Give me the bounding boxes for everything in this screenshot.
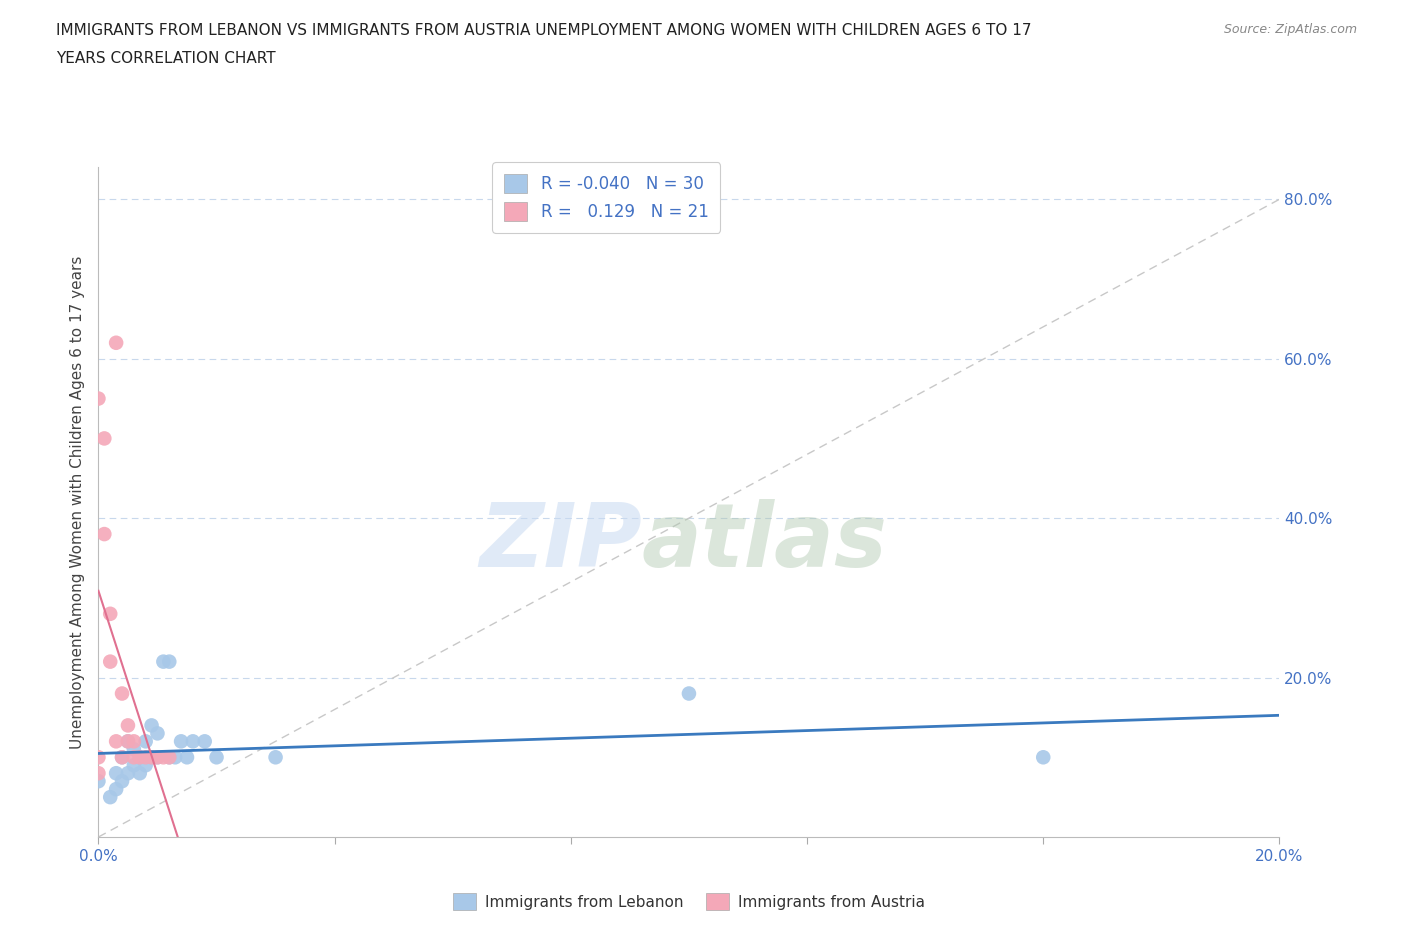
Point — [98, 606, 121, 621]
Point — [146, 750, 169, 764]
Point — [135, 758, 157, 773]
Point — [135, 750, 157, 764]
Legend: Immigrants from Lebanon, Immigrants from Austria: Immigrants from Lebanon, Immigrants from… — [447, 886, 931, 916]
Point — [146, 726, 169, 741]
Point — [157, 750, 180, 764]
Point — [105, 765, 128, 780]
Point — [105, 734, 128, 749]
Point — [152, 654, 174, 669]
Point — [128, 765, 150, 780]
Text: Source: ZipAtlas.com: Source: ZipAtlas.com — [1223, 23, 1357, 36]
Point — [111, 686, 134, 701]
Point — [122, 734, 145, 749]
Point — [93, 526, 115, 541]
Text: IMMIGRANTS FROM LEBANON VS IMMIGRANTS FROM AUSTRIA UNEMPLOYMENT AMONG WOMEN WITH: IMMIGRANTS FROM LEBANON VS IMMIGRANTS FR… — [56, 23, 1032, 38]
Point — [117, 718, 139, 733]
Point — [111, 774, 134, 789]
Point — [87, 774, 110, 789]
Point — [93, 431, 115, 445]
Point — [678, 686, 700, 701]
Text: atlas: atlas — [641, 498, 887, 586]
Point — [128, 750, 150, 764]
Point — [1032, 750, 1054, 764]
Point — [98, 654, 121, 669]
Point — [117, 734, 139, 749]
Point — [87, 392, 110, 406]
Y-axis label: Unemployment Among Women with Children Ages 6 to 17 years: Unemployment Among Women with Children A… — [69, 256, 84, 749]
Point — [170, 734, 193, 749]
Point — [205, 750, 228, 764]
Point — [117, 734, 139, 749]
Point — [87, 750, 110, 764]
Point — [141, 750, 163, 764]
Point — [152, 750, 174, 764]
Point — [128, 750, 150, 764]
Point — [98, 790, 121, 804]
Point — [176, 750, 198, 764]
Point — [157, 654, 180, 669]
Point — [117, 765, 139, 780]
Point — [157, 750, 180, 764]
Text: ZIP: ZIP — [479, 498, 641, 586]
Point — [105, 336, 128, 351]
Point — [264, 750, 287, 764]
Point — [165, 750, 187, 764]
Point — [111, 750, 134, 764]
Point — [105, 782, 128, 797]
Point — [135, 734, 157, 749]
Point — [111, 750, 134, 764]
Point — [122, 750, 145, 764]
Point — [87, 765, 110, 780]
Point — [181, 734, 204, 749]
Point — [122, 758, 145, 773]
Point — [146, 750, 169, 764]
Point — [194, 734, 217, 749]
Text: YEARS CORRELATION CHART: YEARS CORRELATION CHART — [56, 51, 276, 66]
Point — [122, 742, 145, 757]
Point — [141, 718, 163, 733]
Point — [141, 750, 163, 764]
